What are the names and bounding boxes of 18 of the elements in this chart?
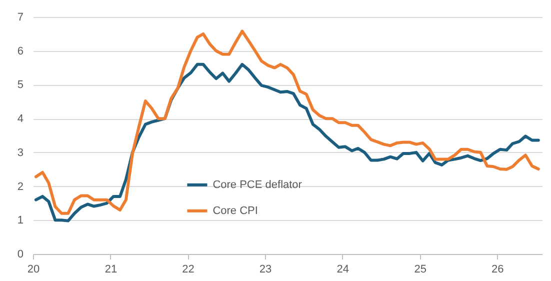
x-tick-label: 26 xyxy=(491,264,504,276)
y-tick-label: 6 xyxy=(17,45,24,58)
y-tick-label: 4 xyxy=(17,113,24,126)
x-tick-label: 24 xyxy=(336,264,349,276)
x-tick-label: 25 xyxy=(414,264,426,276)
legend-label: Core CPI xyxy=(212,204,258,217)
y-tick-label: 2 xyxy=(17,180,24,193)
y-tick-label: 3 xyxy=(17,146,24,159)
y-tick-label: 1 xyxy=(17,214,24,227)
legend-label: Core PCE deflator xyxy=(212,178,302,191)
x-tick-label: 20 xyxy=(27,264,40,276)
y-tick-label: 5 xyxy=(17,79,24,92)
y-tick-label: 0 xyxy=(17,248,24,260)
x-tick-label: 23 xyxy=(259,264,272,276)
line-series xyxy=(34,30,540,215)
x-tick-label: 22 xyxy=(182,264,194,276)
x-tick-label: 21 xyxy=(104,264,118,276)
y-tick-label: 7 xyxy=(17,12,24,24)
